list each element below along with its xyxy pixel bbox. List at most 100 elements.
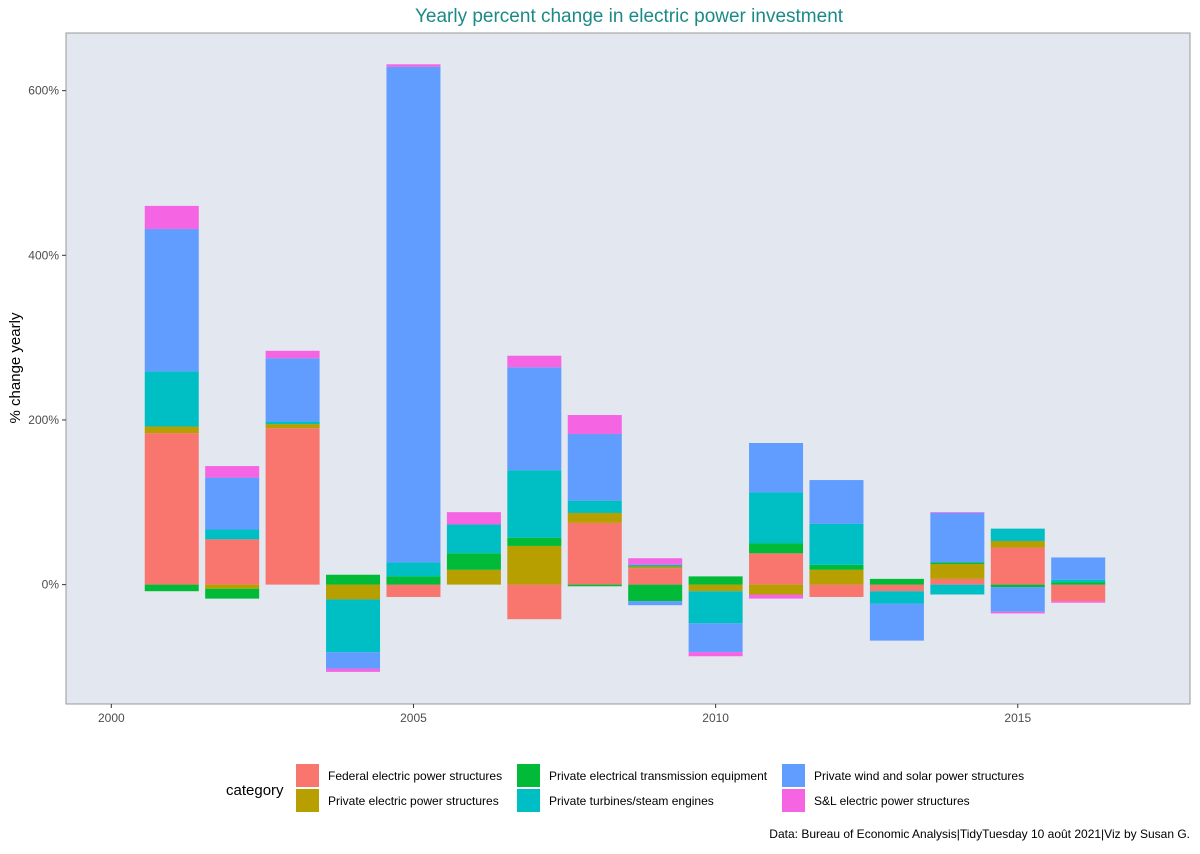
bar-segment-2001-s2 — [144, 426, 199, 434]
bar-segment-2003-s6 — [265, 350, 320, 359]
legend-key — [517, 764, 540, 787]
bar-segment-2012-s2 — [809, 569, 864, 585]
bar-segment-2013-s1 — [869, 584, 924, 592]
bar-segment-2010-s5 — [688, 623, 743, 653]
bar-segment-2004-s2 — [326, 584, 381, 600]
bar-segment-2011-s6 — [749, 594, 804, 599]
bar-segment-2001-s4 — [144, 371, 199, 427]
x-axis: 2000 2005 2010 2015 — [98, 704, 1031, 725]
bar-segment-2004-s3 — [326, 574, 381, 585]
bar-segment-2014-s5 — [930, 512, 985, 563]
caption: Data: Bureau of Economic Analysis|TidyTu… — [769, 827, 1190, 841]
legend-label: Federal electric power structures — [328, 769, 502, 783]
bar-segment-2008-s1 — [567, 522, 622, 585]
bar-segment-2008-s4 — [567, 500, 622, 513]
bar-segment-2011-s1 — [749, 553, 804, 585]
bar-segment-2013-s5 — [869, 603, 924, 641]
bar-segment-2010-s4 — [688, 591, 743, 624]
bars-layer — [144, 64, 1106, 672]
legend-label: Private turbines/steam engines — [549, 794, 714, 808]
bar-segment-2014-s3 — [930, 562, 985, 565]
bar-segment-2001-s5 — [144, 228, 199, 372]
legend-label: Private wind and solar power structures — [814, 769, 1024, 783]
x-tick-label: 2000 — [98, 711, 125, 725]
bar-segment-2013-s4 — [869, 591, 924, 604]
bar-segment-2007-s6 — [507, 355, 562, 368]
legend-label: Private electrical transmission equipmen… — [549, 769, 768, 783]
x-tick-label: 2005 — [400, 711, 427, 725]
bar-segment-2008-s6 — [567, 415, 622, 434]
bar-segment-2001-s1 — [144, 433, 199, 585]
bar-segment-2009-s4 — [628, 564, 683, 567]
bar-segment-2015-s3 — [990, 584, 1045, 588]
bar-segment-2003-s5 — [265, 358, 320, 422]
bar-segment-2004-s5 — [326, 652, 381, 669]
bar-segment-2014-s6 — [930, 512, 985, 513]
y-tick-label: 200% — [28, 413, 59, 427]
bar-segment-2012-s5 — [809, 480, 864, 524]
bar-segment-2012-s3 — [809, 564, 864, 570]
bar-segment-2016-s1 — [1051, 584, 1106, 602]
legend-key — [782, 789, 805, 812]
x-tick-label: 2010 — [702, 711, 729, 725]
bar-segment-2015-s4 — [990, 528, 1045, 541]
bar-segment-2012-s1 — [809, 584, 864, 597]
bar-segment-2002-s3 — [205, 588, 260, 599]
chart-title: Yearly percent change in electric power … — [415, 6, 844, 27]
legend: Federal electric power structures Private… — [296, 764, 1024, 812]
legend-key — [296, 789, 319, 812]
bar-segment-2002-s5 — [205, 477, 260, 530]
bar-segment-2007-s5 — [507, 367, 562, 471]
bar-segment-2014-s2 — [930, 564, 985, 579]
bar-segment-2002-s4 — [205, 529, 260, 540]
bar-segment-2002-s1 — [205, 539, 260, 585]
bar-segment-2006-s4 — [446, 524, 501, 554]
bar-segment-2008-s3 — [567, 584, 622, 587]
bar-segment-2011-s2 — [749, 584, 804, 595]
legend-key — [296, 764, 319, 787]
bar-segment-2014-s4 — [930, 584, 985, 595]
bar-segment-2016-s6 — [1051, 601, 1106, 603]
bar-segment-2007-s4 — [507, 470, 562, 538]
bar-segment-2015-s2 — [990, 540, 1045, 548]
bar-segment-2013-s3 — [869, 578, 924, 585]
bar-segment-2003-s4 — [265, 421, 320, 425]
bar-segment-2009-s2 — [628, 566, 683, 569]
bar-segment-2002-s2 — [205, 584, 260, 589]
bar-segment-2003-s2 — [265, 424, 320, 429]
bar-segment-2009-s6 — [628, 558, 683, 565]
y-tick-label: 0% — [42, 578, 60, 592]
bar-segment-2016-s3 — [1051, 582, 1106, 585]
bar-segment-2010-s2 — [688, 584, 743, 592]
bar-segment-2014-s1 — [930, 578, 985, 585]
bar-segment-2006-s2 — [446, 569, 501, 585]
y-tick-label: 600% — [28, 84, 59, 98]
bar-segment-2011-s3 — [749, 543, 804, 554]
bar-segment-2005-s1 — [386, 584, 441, 597]
legend-label: S&L electric power structures — [814, 794, 970, 808]
bar-segment-2005-s6 — [386, 64, 441, 67]
bar-segment-2005-s3 — [386, 576, 441, 585]
bar-segment-2008-s2 — [567, 512, 622, 523]
y-axis-title: % change yearly — [7, 312, 24, 423]
bar-segment-2002-s6 — [205, 466, 260, 478]
bar-segment-2016-s5 — [1051, 557, 1106, 580]
legend-key — [517, 789, 540, 812]
legend-key — [782, 764, 805, 787]
bar-segment-2012-s4 — [809, 523, 864, 565]
bar-segment-2009-s3 — [628, 584, 683, 602]
bar-segment-2010-s6 — [688, 652, 743, 657]
bar-segment-2010-s3 — [688, 576, 743, 585]
bar-segment-2009-s1 — [628, 568, 683, 585]
bar-segment-2007-s1 — [507, 584, 562, 620]
bar-segment-2006-s3 — [446, 553, 501, 570]
bar-segment-2015-s5 — [990, 587, 1045, 612]
bar-segment-2006-s6 — [446, 512, 501, 525]
y-tick-label: 400% — [28, 248, 59, 262]
bar-segment-2009-s5 — [628, 601, 683, 606]
bar-segment-2007-s3 — [507, 537, 562, 546]
legend-label: Private electric power structures — [328, 794, 499, 808]
bar-segment-2015-s1 — [990, 547, 1045, 585]
